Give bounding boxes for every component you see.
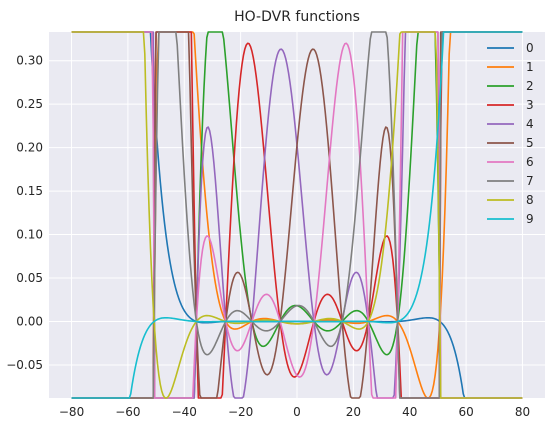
- series-line-8: [71, 31, 523, 399]
- legend-label: 7: [526, 174, 534, 188]
- x-tick-label: 20: [346, 405, 361, 419]
- y-tick-label: 0.25: [16, 97, 43, 111]
- series-line-9: [71, 31, 523, 399]
- legend-label: 0: [526, 41, 534, 55]
- y-tick-label: 0.00: [16, 314, 43, 328]
- legend-label: 3: [526, 98, 534, 112]
- y-tick-label: 0.05: [16, 271, 43, 285]
- y-tick-label: 0.10: [16, 228, 43, 242]
- x-tick-label: −40: [172, 405, 197, 419]
- x-tick-label: −60: [115, 405, 140, 419]
- x-tick-label: −80: [59, 405, 84, 419]
- y-tick-label: 0.20: [16, 141, 43, 155]
- x-tick-label: 40: [402, 405, 417, 419]
- legend: 0 1 2 3 4 5 6 7 8 9: [487, 41, 534, 226]
- legend-label: 2: [526, 79, 534, 93]
- x-tick-label: 80: [515, 405, 530, 419]
- chart-title: HO-DVR functions: [234, 9, 360, 25]
- y-tick-label: 0.15: [16, 184, 43, 198]
- x-tick-label: −20: [228, 405, 253, 419]
- legend-label: 6: [526, 155, 534, 169]
- y-tick-label: 0.30: [16, 54, 43, 68]
- x-tick-label: 60: [458, 405, 473, 419]
- y-tick-labels: −0.05 0.00 0.05 0.10 0.15 0.20 0.25 0.30: [6, 54, 43, 372]
- series-lines: [71, 31, 523, 399]
- legend-label: 9: [526, 212, 534, 226]
- legend-label: 8: [526, 193, 534, 207]
- y-tick-label: −0.05: [6, 358, 43, 372]
- x-tick-label: 0: [293, 405, 301, 419]
- legend-label: 5: [526, 136, 534, 150]
- legend-label: 1: [526, 60, 534, 74]
- legend-label: 4: [526, 117, 534, 131]
- x-tick-labels: −80 −60 −40 −20 0 20 40 60 80: [59, 405, 530, 419]
